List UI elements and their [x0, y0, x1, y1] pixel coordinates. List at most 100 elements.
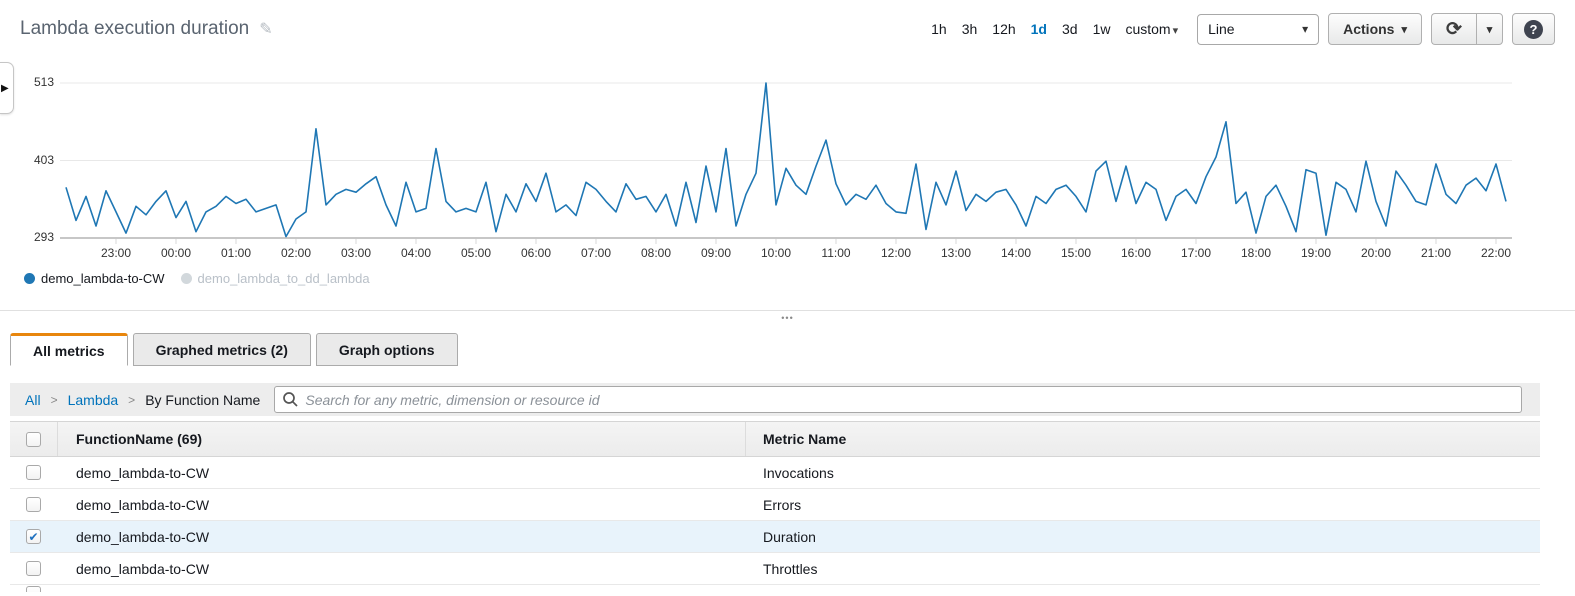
x-tick-label: 13:00 [926, 246, 986, 260]
time-range-1h[interactable]: 1h [931, 21, 947, 37]
legend-item-active[interactable]: demo_lambda-to-CW [24, 271, 165, 286]
metric-name-cell: Duration [745, 521, 1540, 552]
x-tick-label: 18:00 [1226, 246, 1286, 260]
metric-search-input[interactable] [274, 386, 1522, 413]
x-tick-label: 11:00 [806, 246, 866, 260]
x-tick-label: 03:00 [326, 246, 386, 260]
chart-plot-area[interactable] [0, 58, 1575, 268]
y-tick-label: 513 [0, 75, 54, 89]
metric-line-series [66, 83, 1506, 237]
time-range-custom-label: custom [1125, 21, 1170, 37]
metric-name-cell: Invocations [745, 457, 1540, 488]
function-name-cell: demo_lambda-to-CW [58, 465, 745, 481]
time-range-12h[interactable]: 12h [992, 21, 1015, 37]
search-icon [282, 391, 299, 408]
help-button[interactable]: ? [1512, 13, 1555, 45]
table-row[interactable]: ✔ demo_lambda-to-CW Duration [10, 521, 1540, 553]
time-range-group: 1h 3h 12h 1d 3d 1w custom▾ [931, 21, 1178, 37]
chevron-down-icon: ▾ [1302, 22, 1308, 36]
x-tick-label: 05:00 [446, 246, 506, 260]
x-tick-label: 21:00 [1406, 246, 1466, 260]
legend-item-inactive[interactable]: demo_lambda_to_dd_lambda [181, 271, 370, 286]
row-checkbox[interactable] [26, 465, 41, 480]
refresh-button[interactable]: ⟳ [1431, 13, 1476, 45]
refresh-split-button: ⟳ ▾ [1431, 13, 1503, 45]
chevron-down-icon: ▾ [1401, 23, 1407, 36]
x-tick-label: 19:00 [1286, 246, 1346, 260]
breadcrumb-all[interactable]: All [25, 392, 41, 408]
breadcrumb-by-function-name: By Function Name [145, 392, 260, 408]
actions-button[interactable]: Actions ▾ [1328, 13, 1422, 45]
metrics-table: FunctionName (69) Metric Name demo_lambd… [10, 421, 1540, 592]
x-tick-label: 14:00 [986, 246, 1046, 260]
help-icon: ? [1524, 20, 1543, 39]
breadcrumb-lambda[interactable]: Lambda [68, 392, 119, 408]
metric-chart: ▶ 513403293 23:0000:0001:0002:0003:0004:… [0, 58, 1575, 298]
legend-label: demo_lambda_to_dd_lambda [198, 271, 370, 286]
column-header-function-name[interactable]: FunctionName (69) [58, 431, 745, 447]
metric-name-cell: Throttles [745, 553, 1540, 584]
graph-title: Lambda execution duration [20, 18, 249, 40]
x-tick-label: 17:00 [1166, 246, 1226, 260]
metrics-browse-bar: All > Lambda > By Function Name [10, 383, 1540, 416]
time-range-custom[interactable]: custom▾ [1125, 21, 1178, 37]
tab-graph-options[interactable]: Graph options [316, 333, 458, 366]
function-name-cell: demo_lambda-to-CW [58, 529, 745, 545]
metrics-tabs: All metrics Graphed metrics (2) Graph op… [10, 333, 458, 366]
time-range-1w[interactable]: 1w [1093, 21, 1111, 37]
x-tick-label: 16:00 [1106, 246, 1166, 260]
x-tick-label: 22:00 [1466, 246, 1526, 260]
x-tick-label: 06:00 [506, 246, 566, 260]
table-row-partial[interactable] [10, 585, 1540, 592]
refresh-options-button[interactable]: ▾ [1476, 13, 1503, 45]
x-tick-label: 15:00 [1046, 246, 1106, 260]
row-checkbox[interactable] [26, 497, 41, 512]
y-tick-label: 403 [0, 153, 54, 167]
x-tick-label: 02:00 [266, 246, 326, 260]
time-range-3d[interactable]: 3d [1062, 21, 1078, 37]
x-tick-label: 20:00 [1346, 246, 1406, 260]
row-checkbox[interactable]: ✔ [26, 529, 41, 544]
x-tick-label: 23:00 [86, 246, 146, 260]
x-tick-label: 04:00 [386, 246, 446, 260]
row-checkbox[interactable] [26, 561, 41, 576]
metric-name-cell: Errors [745, 489, 1540, 520]
actions-label: Actions [1343, 21, 1394, 37]
x-tick-label: 08:00 [626, 246, 686, 260]
x-tick-label: 09:00 [686, 246, 746, 260]
time-range-3h[interactable]: 3h [962, 21, 978, 37]
breadcrumb-separator: > [51, 393, 58, 407]
row-checkbox[interactable] [26, 586, 41, 592]
time-range-1d[interactable]: 1d [1031, 21, 1047, 37]
x-tick-label: 07:00 [566, 246, 626, 260]
table-row[interactable]: demo_lambda-to-CW Errors [10, 489, 1540, 521]
legend-label: demo_lambda-to-CW [41, 271, 165, 286]
metrics-panel: All > Lambda > By Function Name Function… [10, 366, 1540, 592]
x-tick-label: 00:00 [146, 246, 206, 260]
chart-type-value: Line [1208, 21, 1234, 37]
tab-graphed-metrics[interactable]: Graphed metrics (2) [133, 333, 311, 366]
legend-dot-icon [24, 273, 35, 284]
search-container [274, 386, 1522, 413]
function-name-cell: demo_lambda-to-CW [58, 561, 745, 577]
toolbar-right-group: 1h 3h 12h 1d 3d 1w custom▾ Line ▾ Action… [931, 13, 1555, 45]
chart-type-select[interactable]: Line ▾ [1197, 14, 1319, 45]
select-all-checkbox[interactable] [26, 432, 41, 447]
x-tick-label: 01:00 [206, 246, 266, 260]
y-tick-label: 293 [0, 230, 54, 244]
function-name-cell: demo_lambda-to-CW [58, 497, 745, 513]
legend-dot-icon [181, 273, 192, 284]
x-tick-label: 10:00 [746, 246, 806, 260]
table-row[interactable]: demo_lambda-to-CW Invocations [10, 457, 1540, 489]
drag-handle[interactable]: ••• [781, 311, 793, 326]
refresh-icon: ⟳ [1446, 20, 1462, 39]
edit-title-icon[interactable]: ✎ [259, 19, 272, 39]
column-header-metric-name[interactable]: Metric Name [745, 422, 1540, 456]
graph-toolbar: Lambda execution duration ✎ 1h 3h 12h 1d… [0, 0, 1575, 58]
chevron-down-icon: ▾ [1173, 25, 1179, 37]
table-row[interactable]: demo_lambda-to-CW Throttles [10, 553, 1540, 585]
header-checkbox-cell [10, 422, 58, 456]
pane-divider: ••• [0, 310, 1575, 326]
breadcrumb-separator: > [128, 393, 135, 407]
tab-all-metrics[interactable]: All metrics [10, 333, 128, 366]
